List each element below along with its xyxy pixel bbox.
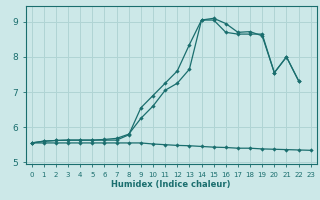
X-axis label: Humidex (Indice chaleur): Humidex (Indice chaleur) bbox=[111, 180, 231, 189]
